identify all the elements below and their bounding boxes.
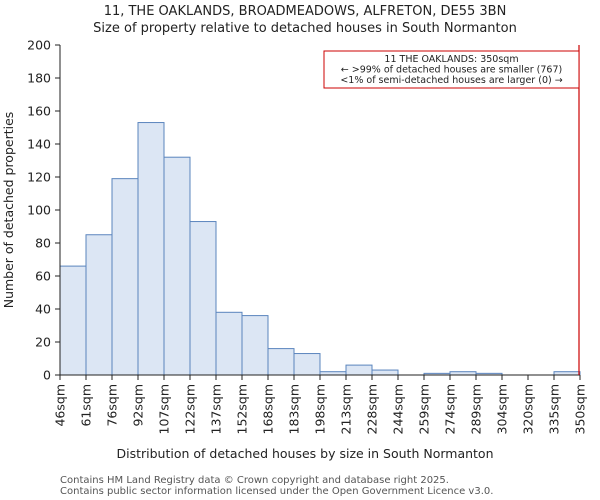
bar-61sqm (85, 234, 113, 376)
y-tick-label: 40 (35, 302, 51, 317)
annotation-line-3: <1% of semi-detached houses are larger (… (340, 75, 562, 86)
x-axis-label: Distribution of detached houses by size … (116, 446, 493, 461)
y-tick-label: 120 (27, 170, 51, 185)
annotation-line-1: 11 THE OAKLANDS: 350sqm (384, 54, 518, 65)
chart-subtitle: Size of property relative to detached ho… (93, 21, 517, 36)
x-tick-label: 228sqm (365, 384, 380, 434)
bar-76sqm (111, 178, 139, 376)
x-tick-label: 107sqm (157, 384, 172, 434)
x-tick-label: 46sqm (53, 384, 68, 427)
y-tick-label: 180 (27, 71, 51, 86)
x-tick-label: 198sqm (313, 384, 328, 434)
y-tick-label: 0 (43, 368, 51, 383)
bar-46sqm (59, 265, 87, 376)
x-tick-label: 168sqm (261, 384, 276, 434)
x-tick-label: 350sqm (573, 384, 588, 434)
footer-line-1: Contains HM Land Registry data © Crown c… (60, 475, 449, 486)
x-tick-label: 122sqm (183, 384, 198, 434)
bar-152sqm (241, 315, 269, 376)
y-tick-label: 80 (35, 236, 51, 251)
y-tick-label: 100 (27, 203, 51, 218)
bar-92sqm (137, 122, 165, 376)
x-tick-label: 183sqm (287, 384, 302, 434)
x-tick-label: 152sqm (235, 384, 250, 434)
x-tick-label: 61sqm (79, 384, 94, 427)
x-tick-label: 274sqm (443, 384, 458, 434)
x-tick-label: 213sqm (339, 384, 354, 434)
y-tick-label: 20 (35, 335, 51, 350)
y-tick-label: 200 (27, 38, 51, 53)
x-tick-label: 137sqm (209, 384, 224, 434)
bar-168sqm (267, 348, 295, 376)
x-tick-label: 244sqm (391, 384, 406, 434)
x-axis-ticks: 46sqm 61sqm 76sqm 92sqm 107sqm 122sqm 137sqm 15… (53, 375, 588, 434)
x-tick-label: 92sqm (131, 384, 146, 427)
bar-213sqm (345, 364, 373, 376)
bar-122sqm (189, 221, 217, 376)
x-tick-label: 304sqm (495, 384, 510, 434)
x-tick-label: 289sqm (469, 384, 484, 434)
annotation-line-2: ← >99% of detached houses are smaller (7… (341, 65, 562, 76)
x-tick-label: 259sqm (417, 384, 432, 434)
footer-line-2: Contains public sector information licen… (60, 486, 493, 497)
y-tick-label: 60 (35, 269, 51, 284)
x-tick-label: 76sqm (105, 384, 120, 427)
x-tick-label: 335sqm (547, 384, 562, 434)
bars-group (59, 122, 581, 376)
chart-title: 11, THE OAKLANDS, BROADMEADOWS, ALFRETON… (104, 4, 507, 19)
annotation-box (323, 50, 580, 89)
bar-137sqm (215, 311, 243, 376)
y-tick-label: 160 (27, 104, 51, 119)
bar-228sqm (371, 369, 399, 376)
bar-107sqm (163, 156, 191, 376)
y-tick-label: 140 (27, 137, 51, 152)
y-axis-label: Number of detached properties (1, 112, 16, 309)
bar-183sqm (293, 353, 321, 376)
y-axis-ticks: 0 20 40 60 80 100 120 140 160 180 200 (27, 38, 60, 383)
x-tick-label: 320sqm (521, 384, 536, 434)
